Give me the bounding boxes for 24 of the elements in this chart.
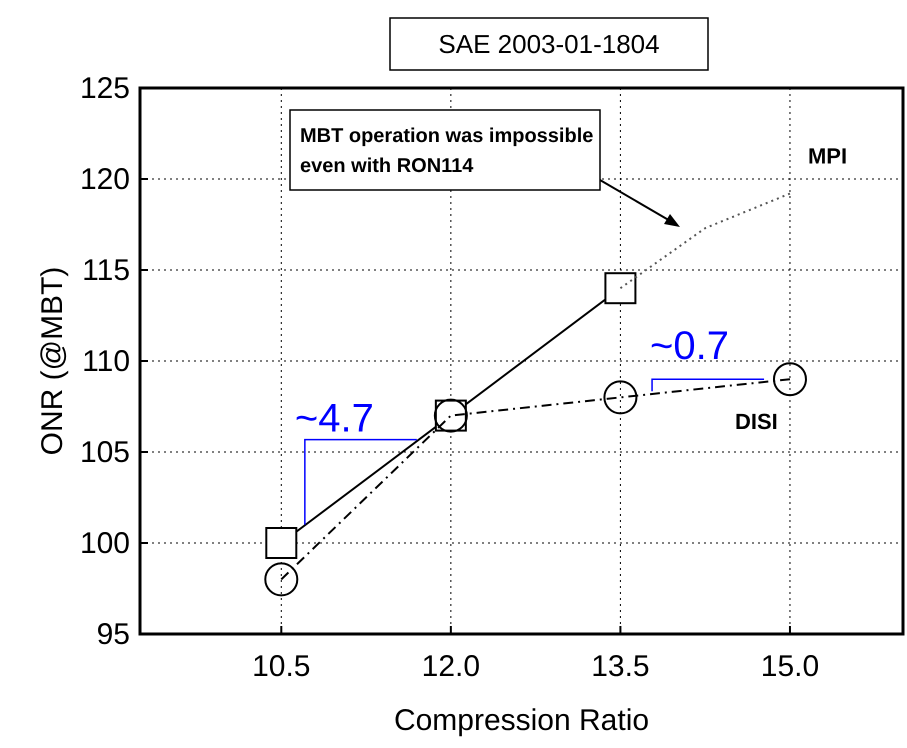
- series-label: DISI: [734, 409, 778, 434]
- x-tick-label: 15.0: [760, 650, 820, 683]
- y-tick-label: 110: [82, 345, 130, 378]
- x-axis-title: Compression Ratio: [394, 704, 650, 737]
- annotation: MBT operation was impossible even with RON114: [300, 125, 594, 177]
- y-tick-label: 105: [80, 436, 130, 469]
- point: [264, 562, 298, 596]
- chart-title: SAE 2003-01-1804: [438, 29, 660, 59]
- x-tick-label: 12.0: [422, 650, 480, 683]
- y-tick-label: 95: [96, 618, 130, 651]
- y-axis-title: ONR (@MBT): [36, 266, 69, 456]
- point: [604, 272, 636, 304]
- y-tick-label: 120: [80, 163, 130, 196]
- annotation: ~0.7: [650, 324, 730, 368]
- y-tick-label: 100: [80, 527, 130, 560]
- x-tick-label: 13.5: [591, 650, 650, 683]
- point: [772, 362, 807, 396]
- y-tick-label: 125: [80, 72, 130, 105]
- series-label: MPI: [808, 144, 848, 169]
- point: [603, 380, 638, 414]
- point: [265, 527, 298, 559]
- annotation: ~4.7: [294, 396, 374, 441]
- x-tick-label: 10.5: [252, 650, 310, 683]
- y-tick-label: 115: [82, 254, 130, 287]
